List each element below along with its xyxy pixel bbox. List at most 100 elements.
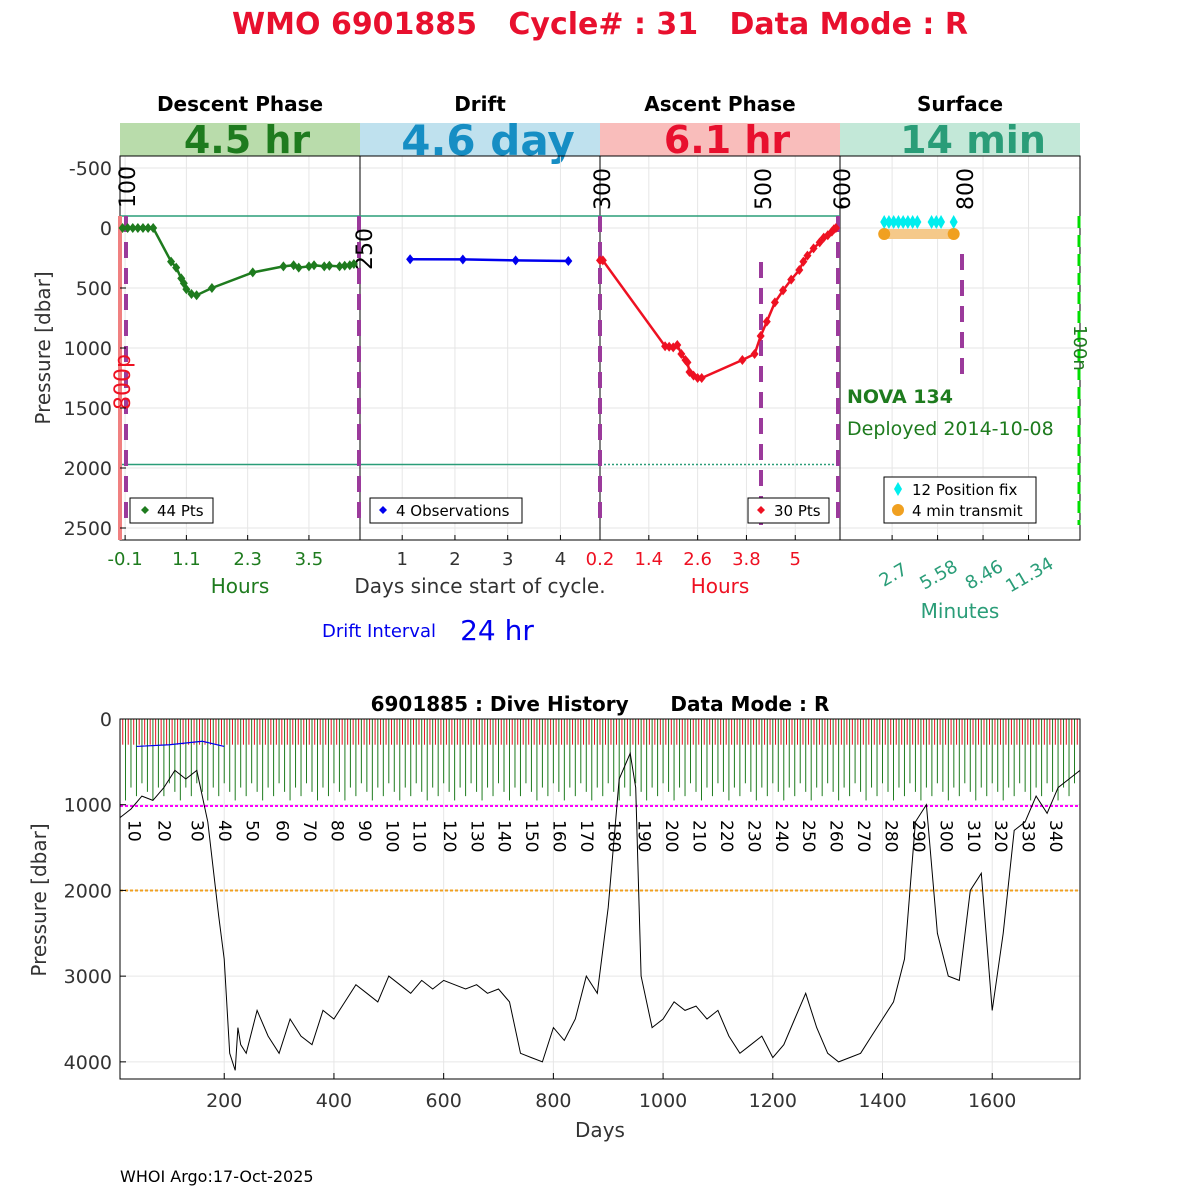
- ascent-banner-text: 6.1 hr: [664, 118, 791, 162]
- phase-data-point: [799, 256, 808, 267]
- top-x-tick-label: 3: [502, 549, 513, 570]
- position-fix-point: [908, 215, 917, 229]
- history-x-tick-label: 600: [426, 1090, 462, 1112]
- surface-banner: [840, 123, 1080, 156]
- history-plot-frame: [119, 718, 1081, 1080]
- top-x-tick-label: 8.46: [962, 556, 1007, 594]
- marker-800-label: 800: [954, 168, 979, 210]
- history-series: [119, 751, 1081, 1071]
- phase-series-line: [600, 226, 837, 380]
- phase-data-point: [192, 290, 201, 301]
- phase-data-point: [511, 255, 520, 266]
- position-fix-legend-marker: [894, 482, 902, 496]
- history-x-tick-label: 800: [535, 1090, 571, 1112]
- history-profile-bars: [122, 719, 1078, 801]
- descent-banner: [120, 123, 360, 156]
- history-x-tick-label: 1000: [639, 1090, 687, 1112]
- phase-data-point: [167, 256, 176, 267]
- phase-series-line: [410, 257, 569, 263]
- transmit-legend-marker: [892, 504, 904, 516]
- position-fix-point: [884, 215, 893, 229]
- descent-title: Descent Phase: [157, 92, 323, 116]
- drift-interval-value: 24 hr: [460, 614, 534, 647]
- phase-data-point: [248, 267, 257, 278]
- top-y-tick-label: -500: [69, 158, 112, 180]
- drift-legend: 4 Observations: [369, 497, 523, 524]
- cycle-label: 210: [688, 820, 708, 852]
- cycle-label: 160: [549, 820, 569, 852]
- phase-data-point: [738, 355, 747, 365]
- marker-600-label: 600: [831, 168, 856, 210]
- history-y-axis-label: Pressure [dbar]: [27, 823, 51, 976]
- cycle-label: 180: [603, 820, 623, 852]
- top-x-tick-label: 0.2: [586, 549, 615, 570]
- cycle-label: 30: [187, 820, 207, 842]
- ascent-legend-marker: [757, 506, 765, 514]
- marker-300-label: 300: [591, 168, 616, 210]
- phase-data-point: [310, 260, 319, 271]
- cycle-label: 100: [381, 820, 401, 852]
- marker-500-label: 500: [752, 168, 777, 210]
- cycle-label: 20: [154, 820, 174, 842]
- footer-credit: WHOI Argo:17-Oct-2025: [120, 1167, 314, 1186]
- history-x-tick-label: 400: [316, 1090, 352, 1112]
- cycle-panel: Descent Phase Drift Ascent Phase Surface…: [31, 92, 1090, 647]
- float-name: NOVA 134: [847, 386, 953, 408]
- phase-data-point: [677, 349, 686, 359]
- phase-data-point: [809, 243, 818, 254]
- drift-banner: [360, 123, 600, 156]
- top-y-tick-label: 1500: [64, 398, 112, 420]
- phase-data-point: [320, 261, 329, 272]
- position-fix-point: [937, 215, 946, 229]
- marker-800p-label: 800p: [111, 354, 136, 410]
- cycle-label: 270: [853, 820, 873, 852]
- top-x-tick-label: 5: [790, 549, 801, 570]
- phase-data-point: [779, 285, 788, 296]
- bottom-pressure-line: [119, 751, 1081, 1071]
- marker-100-label: 100: [116, 166, 141, 208]
- cycle-label: 110: [409, 820, 429, 852]
- history-cycle-labels: 10 20 30 40 50 60 70 80 90 100 110 120 130 140 150 160 1…: [123, 820, 1065, 852]
- surface-legend: 12 Position fix 4 min transmit: [883, 476, 1037, 524]
- history-x-tick-label: 1600: [968, 1090, 1016, 1112]
- history-y-tick-label: 1000: [64, 795, 112, 817]
- cycle-label: 330: [1018, 820, 1038, 852]
- phase-data-point: [406, 254, 415, 265]
- history-y-ticks: 0 1000 2000 3000 4000: [64, 709, 126, 1074]
- cycle-label: 70: [299, 820, 319, 842]
- top-x-tick-label: 3.5: [295, 549, 324, 570]
- phase-data-point: [207, 283, 216, 293]
- phase-data-point: [349, 259, 358, 269]
- top-x-tick-label: 1.1: [172, 549, 201, 570]
- phase-data-point: [770, 297, 779, 308]
- history-x-tick-label: 1400: [858, 1090, 906, 1112]
- cycle-label: 90: [354, 820, 374, 842]
- phase-data-point: [133, 223, 142, 233]
- drift-legend-label: 4 Observations: [396, 502, 510, 520]
- phase-data-point: [750, 349, 759, 359]
- phase-data-point: [673, 340, 682, 350]
- position-fix-point: [880, 215, 889, 229]
- phase-data-point: [149, 223, 158, 233]
- drift-title: Drift: [454, 92, 506, 116]
- top-y-ticks: -500 0 500 1000 1500 2000 2500: [64, 158, 126, 540]
- position-fix-point: [949, 215, 958, 229]
- history-grid: [120, 718, 1080, 1079]
- phase-data-point: [144, 223, 153, 233]
- phase-data-point: [762, 316, 771, 327]
- marker-250-label: 250: [353, 228, 378, 270]
- top-x-tick-label: 2.7: [876, 559, 911, 592]
- cycle-label: 10: [123, 820, 143, 842]
- descent-legend: 44 Pts: [129, 497, 214, 524]
- history-x-tick-label: 200: [206, 1090, 242, 1112]
- phase-data-point: [182, 284, 191, 295]
- phase-data-point: [693, 373, 702, 383]
- cycle-label: 320: [990, 820, 1010, 852]
- phase-data-point: [340, 260, 349, 271]
- marker-100n-label: 100n: [1069, 325, 1090, 371]
- cycle-label: 280: [880, 820, 900, 852]
- phase-data-point: [831, 223, 840, 233]
- top-y-tick-label: 500: [76, 278, 112, 300]
- cycle-label: 170: [576, 820, 596, 852]
